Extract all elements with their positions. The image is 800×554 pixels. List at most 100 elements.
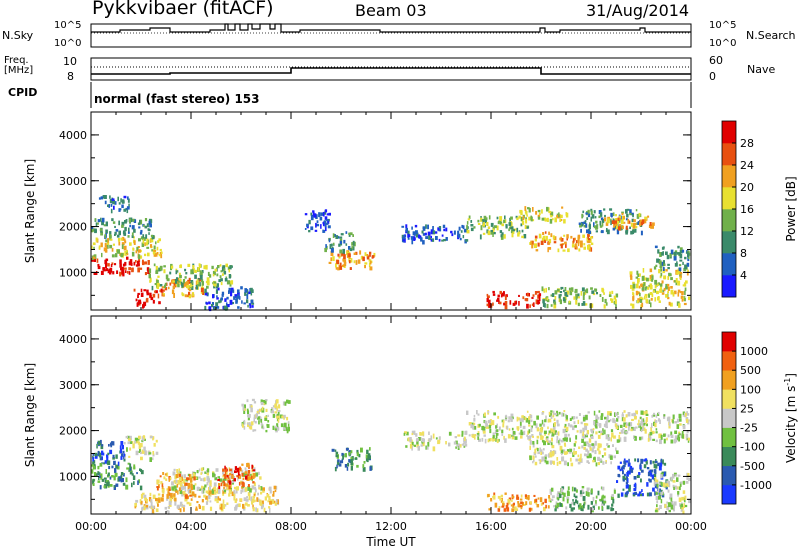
data-cell [598,506,600,510]
data-cell [579,493,583,497]
data-cell [92,482,95,486]
data-cell [216,297,219,300]
data-cell [192,265,195,270]
data-cell [115,483,119,487]
data-cell [508,428,511,431]
data-cell [556,502,560,508]
data-cell [93,254,96,257]
data-cell [228,274,231,279]
data-cell [208,301,211,305]
data-cell [605,421,608,427]
data-cell [643,464,647,469]
nsky-frame [90,23,692,48]
data-cell [528,416,531,421]
data-cell [554,217,557,223]
data-cell [244,475,248,480]
data-cell [680,277,682,280]
data-cell [117,249,120,254]
data-cell [488,438,491,442]
data-cell [190,498,193,501]
data-cell [674,290,677,295]
data-cell [522,425,526,430]
data-cell [557,491,561,494]
data-cell [145,234,148,239]
data-cell [97,450,100,456]
data-cell [599,423,602,428]
data-cell [651,224,654,229]
data-cell [360,447,363,453]
data-cell [583,423,587,426]
data-cell [483,412,486,417]
data-cell [559,291,563,294]
data-cell [524,494,527,498]
data-cell [94,228,97,234]
data-cell [613,489,616,494]
data-cell [137,292,140,295]
data-cell [457,233,461,238]
data-cell [203,487,206,491]
data-cell [120,456,123,460]
data-cell [324,223,327,228]
data-cell [163,284,167,289]
data-cell [672,480,676,483]
data-cell [260,492,262,495]
data-cell [335,266,338,270]
data-cell [632,295,635,300]
data-cell [498,300,500,304]
data-cell [146,267,150,271]
data-cell [682,297,685,301]
data-cell [461,443,464,446]
data-cell [487,226,491,230]
data-cell [338,243,341,247]
data-cell [229,299,233,305]
data-cell [138,226,141,229]
data-cell [546,299,550,303]
data-cell [272,405,275,408]
data-cell [596,448,600,451]
data-cell [430,435,433,441]
data-cell [497,221,500,225]
data-cell [666,254,670,260]
data-cell [448,442,451,447]
data-cell [659,505,662,509]
data-cell [599,212,603,217]
colorbar-swatch [722,253,736,276]
data-cell [563,410,566,413]
data-cell [430,235,432,239]
colorbar-tick-label: -25 [740,422,758,435]
data-cell [138,444,142,449]
data-cell [184,294,188,298]
data-cell [261,424,264,429]
data-cell [634,228,637,233]
data-cell [103,247,107,252]
data-cell [106,258,109,261]
data-cell [275,485,278,490]
data-cell [642,268,645,273]
data-cell [287,422,290,427]
data-cell [206,476,209,481]
data-cell [678,264,682,267]
data-cell [129,242,132,246]
data-cell [141,507,143,512]
data-cell [100,242,103,248]
data-cell [137,480,139,485]
data-cell [154,290,158,294]
data-cell [364,252,367,256]
data-cell [552,430,555,434]
data-cell [202,292,204,295]
data-cell [498,506,501,509]
data-cell [584,501,587,505]
data-cell [625,424,628,428]
data-cell [118,202,121,205]
data-cell [320,224,322,229]
data-cell [220,482,223,487]
data-cell [684,290,686,296]
data-cell [574,495,578,499]
data-cell [545,287,547,293]
data-cell [493,232,496,235]
data-cell [537,451,540,455]
data-cell [548,430,551,434]
data-cell [133,466,136,470]
data-cell [500,494,503,498]
data-cell [152,453,155,457]
